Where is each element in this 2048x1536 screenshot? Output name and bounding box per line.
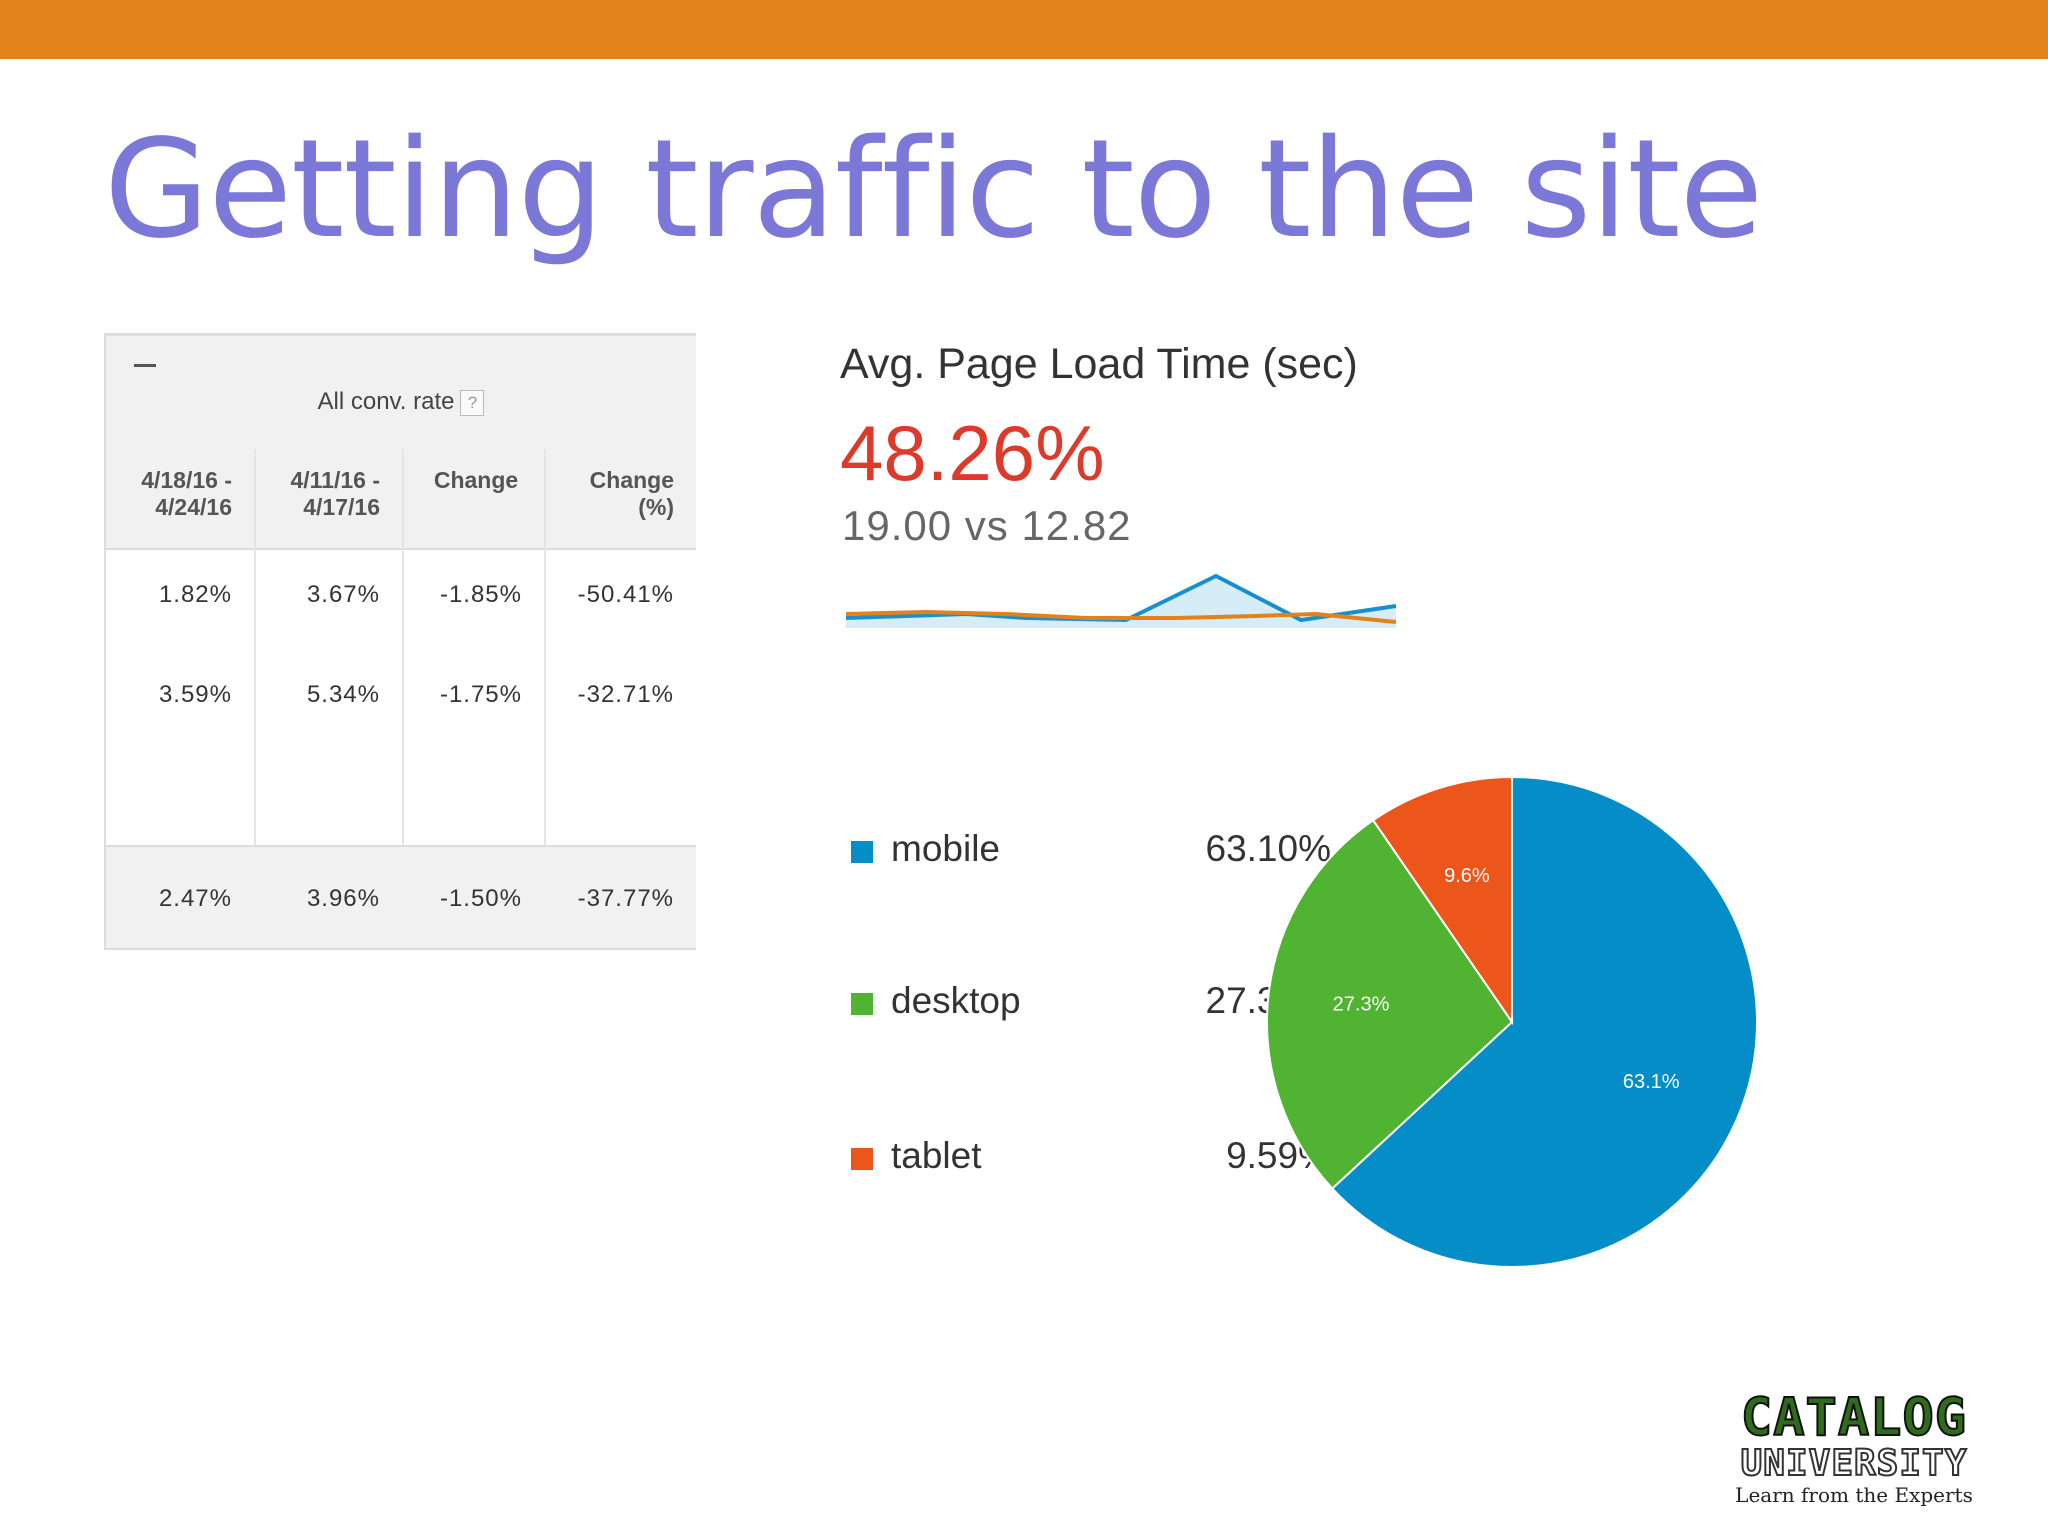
conversion-rate-table: All conv. rate? 4/18/16 - 4/24/16 4/11/1… — [104, 333, 696, 950]
catalog-university-logo: CATALOG UNIVERSITY Learn from the Expert… — [1728, 1388, 1980, 1508]
top-accent-bar — [0, 0, 2048, 59]
load-time-comparison: 19.00 vs 12.82 — [842, 502, 1132, 549]
legend-swatch — [851, 841, 873, 863]
logo-line-catalog: CATALOG — [1740, 1388, 1968, 1448]
column-header-line: Change — [589, 467, 674, 493]
table-cell: -37.77% — [577, 885, 674, 912]
column-divider — [254, 449, 256, 946]
load-time-sparkline — [846, 573, 1397, 628]
table-cell: -32.71% — [577, 681, 674, 708]
table-row: 1.82% 3.67% -1.85% -50.41% — [106, 581, 696, 661]
slide-title: Getting traffic to the site — [104, 111, 1763, 269]
table-cell: 5.34% — [306, 681, 380, 708]
collapse-icon[interactable] — [134, 364, 156, 367]
column-divider — [402, 449, 404, 946]
table-cell: -50.41% — [577, 581, 674, 608]
table-group-header: All conv. rate? — [106, 336, 696, 451]
table-cell: -1.75% — [439, 681, 522, 708]
load-time-title: Avg. Page Load Time (sec) — [840, 340, 1358, 388]
legend-value: 63.10% — [1205, 828, 1332, 869]
table-cell: 2.47% — [158, 885, 232, 912]
column-divider — [544, 449, 546, 946]
logo-line-university: UNIVERSITY — [1740, 1443, 1968, 1484]
column-header-change-pct[interactable]: Change (%) — [550, 467, 696, 521]
logo-tagline: Learn from the Experts — [1735, 1483, 1973, 1507]
column-header-line: 4/18/16 - — [141, 467, 232, 493]
column-header-previous-range[interactable]: 4/11/16 - 4/17/16 — [254, 467, 402, 521]
sparkline-previous-line — [846, 609, 1397, 624]
column-header-line: 4/11/16 - — [290, 467, 380, 493]
column-header-line: 4/17/16 — [303, 494, 380, 520]
table-cell: 3.59% — [158, 681, 232, 708]
pie-slice-tablet[interactable] — [1371, 775, 1513, 1026]
legend-label: desktop — [891, 980, 1021, 1021]
pie-slice-label: 9.6% — [1444, 865, 1490, 887]
group-label-text: All conv. rate — [317, 388, 455, 415]
legend-label: mobile — [891, 828, 1000, 869]
table-cell: -1.50% — [439, 885, 522, 912]
pie-slice-label: 63.1% — [1623, 1071, 1680, 1093]
table-total-row: 2.47% 3.96% -1.50% -37.77% — [106, 845, 696, 948]
help-icon[interactable]: ? — [460, 389, 485, 416]
pie-slice-mobile[interactable] — [1330, 775, 1758, 1268]
pie-slice-desktop[interactable] — [1266, 818, 1514, 1190]
table-cell: 3.96% — [306, 885, 380, 912]
load-time-change-pct: 48.26% — [840, 409, 1105, 497]
group-label: All conv. rate? — [106, 388, 696, 416]
column-header-line: Change — [433, 467, 519, 493]
legend-swatch — [851, 993, 873, 1015]
column-header-current-range[interactable]: 4/18/16 - 4/24/16 — [106, 467, 254, 521]
legend-swatch — [851, 1148, 873, 1170]
column-header-row: 4/18/16 - 4/24/16 4/11/16 - 4/17/16 Chan… — [106, 449, 696, 550]
pie-slice-label: 27.3% — [1333, 994, 1390, 1016]
table-cell: 3.67% — [306, 581, 380, 608]
table-cell: 1.82% — [158, 581, 232, 608]
device-pie-chart: 63.1% 27.3% 9.6% — [1266, 775, 1758, 1268]
column-header-line: 4/24/16 — [155, 494, 232, 520]
column-header-change[interactable]: Change — [402, 467, 550, 494]
table-cell: -1.85% — [439, 581, 522, 608]
legend-label: tablet — [891, 1135, 982, 1176]
table-row: 3.59% 5.34% -1.75% -32.71% — [106, 681, 696, 761]
column-header-line: (%) — [638, 494, 674, 520]
